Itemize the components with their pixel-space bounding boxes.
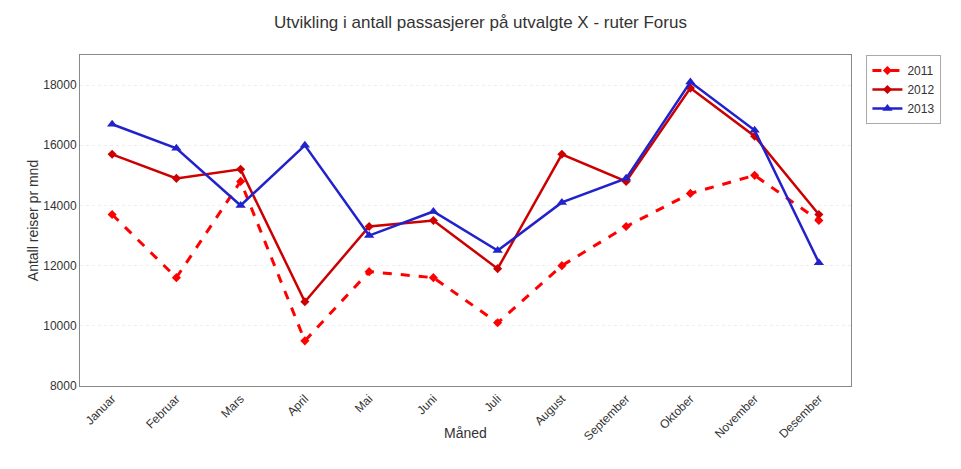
svg-text:16000: 16000 [43,138,77,152]
svg-text:14000: 14000 [43,199,77,213]
svg-text:Måned: Måned [444,425,487,441]
svg-text:Februar: Februar [143,392,183,432]
svg-text:Mars: Mars [218,392,247,421]
svg-text:Juni: Juni [414,392,439,417]
svg-text:12000: 12000 [43,259,77,273]
svg-text:18000: 18000 [43,78,77,92]
svg-text:Juli: Juli [481,392,504,415]
svg-text:November: November [712,392,761,441]
svg-text:Januar: Januar [83,392,119,428]
svg-text:2012: 2012 [907,83,934,97]
svg-text:8000: 8000 [50,379,77,393]
svg-text:2013: 2013 [907,102,934,116]
svg-text:Mai: Mai [352,392,376,416]
svg-text:September: September [581,392,632,443]
svg-text:2011: 2011 [907,64,933,78]
svg-text:Antall reiser pr mnd: Antall reiser pr mnd [25,160,41,281]
svg-text:Desember: Desember [776,392,825,441]
svg-text:Oktober: Oktober [657,392,697,432]
svg-text:10000: 10000 [43,319,77,333]
svg-text:April: April [284,392,311,419]
svg-text:Utvikling i antall passasjerer: Utvikling i antall passasjerer på utvalg… [274,13,687,32]
svg-text:August: August [532,391,569,428]
